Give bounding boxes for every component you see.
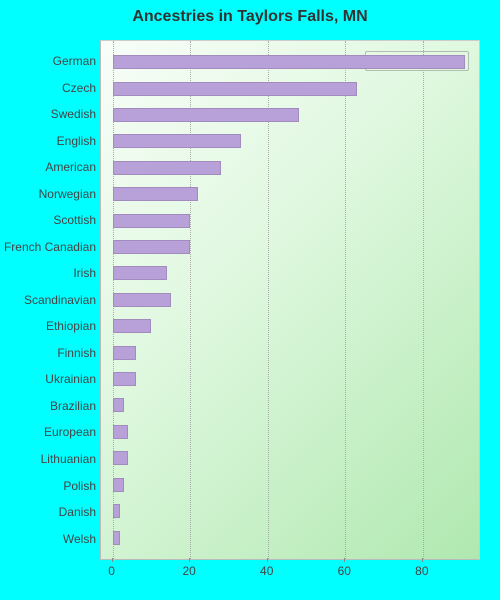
y-tick-label: American bbox=[0, 160, 96, 174]
x-tick bbox=[422, 558, 423, 562]
y-tick-label: Ethiopian bbox=[0, 319, 96, 333]
bar bbox=[113, 108, 299, 122]
y-tick-label: Brazilian bbox=[0, 399, 96, 413]
y-tick-label: Danish bbox=[0, 505, 96, 519]
bar bbox=[113, 398, 125, 412]
plot-area: City-Data.com bbox=[100, 40, 480, 560]
bar bbox=[113, 240, 191, 254]
bar-row bbox=[101, 266, 479, 280]
x-tick-label: 60 bbox=[338, 564, 351, 578]
y-tick-label: Finnish bbox=[0, 346, 96, 360]
bar-row bbox=[101, 398, 479, 412]
chart-title: Ancestries in Taylors Falls, MN bbox=[0, 8, 500, 26]
y-tick-label: European bbox=[0, 425, 96, 439]
y-tick-label: Ukrainian bbox=[0, 372, 96, 386]
bar bbox=[113, 425, 129, 439]
bar bbox=[113, 372, 136, 386]
bar bbox=[113, 266, 167, 280]
bar-row bbox=[101, 187, 479, 201]
bar-row bbox=[101, 134, 479, 148]
bar bbox=[113, 531, 121, 545]
bar bbox=[113, 293, 171, 307]
bar-row bbox=[101, 451, 479, 465]
bar bbox=[113, 319, 152, 333]
x-tick bbox=[112, 558, 113, 562]
bar-row bbox=[101, 319, 479, 333]
bar bbox=[113, 161, 222, 175]
bar-row bbox=[101, 214, 479, 228]
y-tick-label: Lithuanian bbox=[0, 452, 96, 466]
y-axis-labels: German Czech Swedish English American Norwegi… bbox=[0, 48, 96, 552]
bar-row bbox=[101, 504, 479, 518]
bar-row bbox=[101, 82, 479, 96]
bar bbox=[113, 134, 241, 148]
bar-row bbox=[101, 293, 479, 307]
y-tick-label: Welsh bbox=[0, 532, 96, 546]
bar-row bbox=[101, 108, 479, 122]
x-axis-labels: 0 20 40 60 80 bbox=[100, 562, 480, 582]
x-tick bbox=[189, 558, 190, 562]
x-tick-label: 40 bbox=[260, 564, 273, 578]
y-tick-label: Norwegian bbox=[0, 187, 96, 201]
y-tick-label: Swedish bbox=[0, 107, 96, 121]
y-tick-label: French Canadian bbox=[0, 240, 96, 254]
y-tick-label: German bbox=[0, 54, 96, 68]
bar bbox=[113, 214, 191, 228]
bar-row bbox=[101, 372, 479, 386]
bar bbox=[113, 478, 125, 492]
x-tick-label: 80 bbox=[415, 564, 428, 578]
bar-row bbox=[101, 478, 479, 492]
y-tick-label: Czech bbox=[0, 81, 96, 95]
bar-row bbox=[101, 161, 479, 175]
bar bbox=[113, 55, 466, 69]
bar-row bbox=[101, 346, 479, 360]
x-tick bbox=[344, 558, 345, 562]
y-tick-label: Scottish bbox=[0, 213, 96, 227]
bar-row bbox=[101, 425, 479, 439]
x-tick-label: 0 bbox=[108, 564, 115, 578]
y-tick-label: Irish bbox=[0, 266, 96, 280]
bar bbox=[113, 82, 357, 96]
bar-row bbox=[101, 531, 479, 545]
bar bbox=[113, 504, 121, 518]
x-tick-label: 20 bbox=[182, 564, 195, 578]
y-tick-label: English bbox=[0, 134, 96, 148]
bar-row bbox=[101, 240, 479, 254]
bar-row bbox=[101, 55, 479, 69]
bar bbox=[113, 187, 198, 201]
bars-container bbox=[101, 49, 479, 551]
y-tick-label: Polish bbox=[0, 479, 96, 493]
bar bbox=[113, 346, 136, 360]
x-tick bbox=[267, 558, 268, 562]
y-tick-label: Scandinavian bbox=[0, 293, 96, 307]
bar bbox=[113, 451, 129, 465]
